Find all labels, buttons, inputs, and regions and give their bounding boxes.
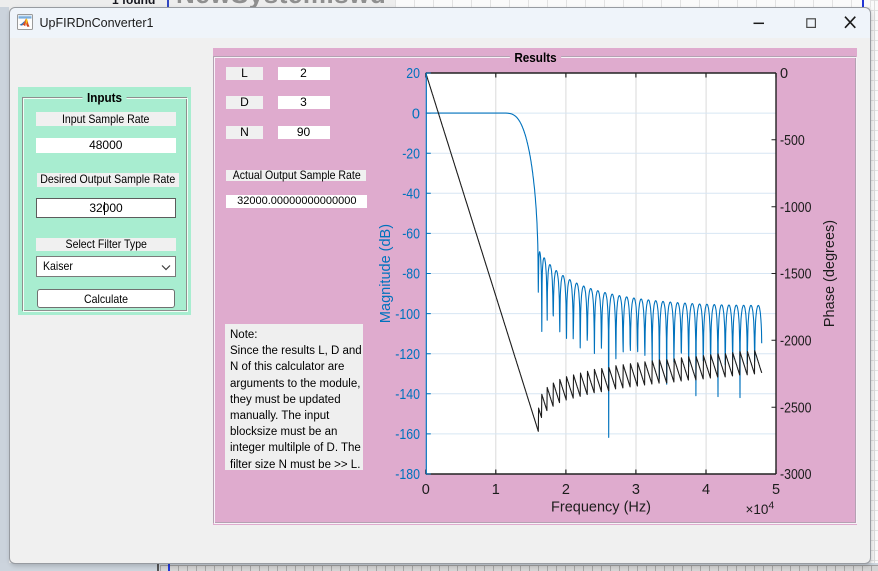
svg-text:-20: -20 (402, 146, 420, 162)
svg-text:-1000: -1000 (780, 200, 812, 216)
svg-text:-500: -500 (780, 133, 805, 149)
svg-text:-60: -60 (402, 227, 420, 243)
svg-text:-3000: -3000 (780, 467, 812, 483)
svg-text:-80: -80 (402, 267, 420, 283)
svg-text:3: 3 (632, 482, 640, 498)
svg-text:-160: -160 (395, 427, 420, 443)
svg-text:0: 0 (780, 66, 788, 82)
svg-text:0: 0 (412, 106, 420, 122)
svg-text:×104: ×104 (746, 500, 775, 518)
svg-text:2: 2 (562, 482, 570, 498)
svg-text:-180: -180 (395, 467, 420, 483)
svg-text:Phase (degrees): Phase (degrees) (822, 220, 838, 327)
svg-text:Magnitude (dB): Magnitude (dB) (378, 224, 394, 323)
svg-text:Frequency (Hz): Frequency (Hz) (551, 500, 651, 516)
svg-text:-120: -120 (395, 347, 420, 363)
svg-text:-140: -140 (395, 387, 420, 403)
svg-text:-2500: -2500 (780, 400, 812, 416)
svg-text:-100: -100 (395, 307, 420, 323)
svg-text:-1500: -1500 (780, 267, 812, 283)
svg-text:20: 20 (406, 66, 420, 82)
svg-text:-2000: -2000 (780, 334, 812, 350)
svg-text:5: 5 (772, 482, 780, 498)
svg-text:0: 0 (422, 482, 430, 498)
svg-text:4: 4 (702, 482, 710, 498)
svg-text:1: 1 (492, 482, 500, 498)
svg-text:-40: -40 (402, 187, 420, 203)
